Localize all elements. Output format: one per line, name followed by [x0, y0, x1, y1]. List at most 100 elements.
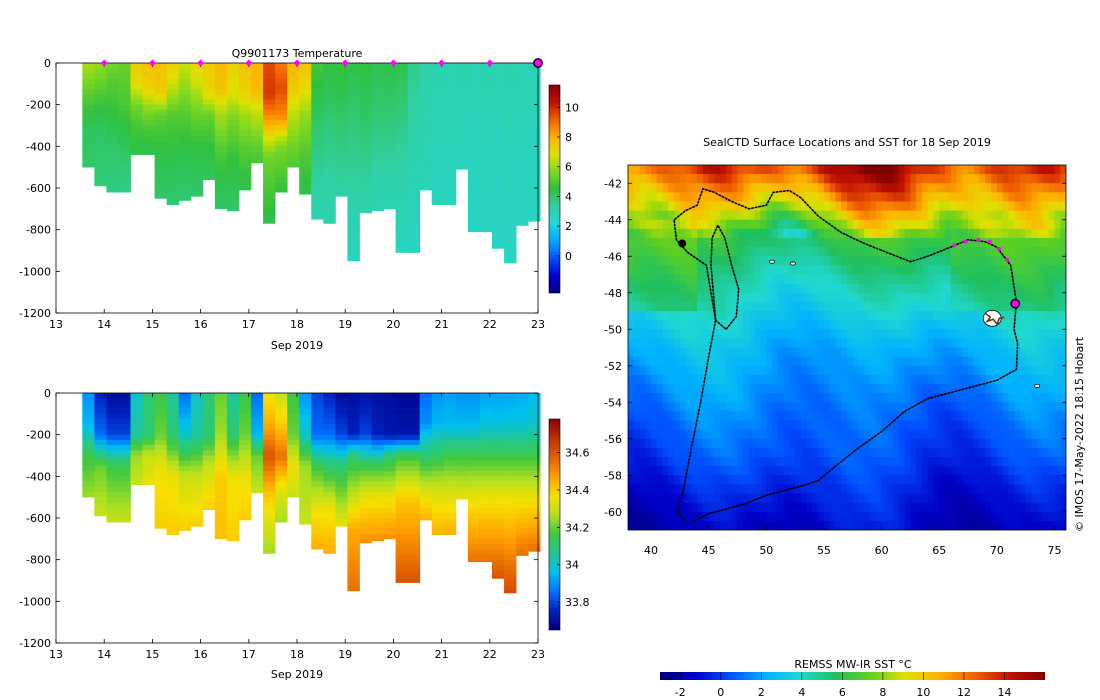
temperature-cell: [492, 89, 505, 95]
sst-cell: [702, 219, 710, 230]
sst-cell: [743, 274, 750, 285]
salinity-cell: [82, 413, 95, 420]
sst-cell: [1031, 228, 1038, 239]
sst-cell: [628, 429, 635, 440]
sst-cell: [1025, 292, 1032, 303]
sst-cell: [991, 374, 998, 385]
sst-cell: [708, 219, 715, 230]
sst-cell: [766, 466, 773, 476]
sst-cell: [1025, 374, 1032, 385]
salinity-profile: [178, 393, 192, 531]
sst-cell: [893, 219, 900, 230]
temperature-cell: [275, 167, 288, 173]
sst-cell: [720, 402, 727, 412]
sst-cell: [847, 320, 854, 330]
temperature-cell: [383, 78, 397, 85]
temperature-cell: [455, 161, 469, 168]
sst-cell: [944, 338, 952, 348]
sst-cell: [737, 274, 744, 285]
temperature-cell: [214, 146, 228, 152]
temperature-cell: [202, 125, 216, 132]
salinity-cell: [311, 481, 324, 488]
salinity-cell: [347, 424, 360, 430]
salinity-cell: [142, 408, 156, 415]
sst-cell: [656, 256, 663, 266]
sst-cell: [916, 429, 923, 440]
sst-cell: [806, 329, 813, 339]
sst-cell: [725, 274, 733, 285]
salinity-cell: [166, 533, 180, 535]
temperature-cell: [226, 73, 240, 79]
sst-cell: [835, 210, 842, 221]
sst-cell: [1037, 238, 1044, 248]
sst-cell: [691, 347, 698, 358]
salinity-cell: [431, 450, 445, 456]
temperature-cell: [251, 130, 264, 137]
sst-cell: [651, 311, 658, 321]
temperature-cell: [516, 208, 529, 215]
sst-cell: [766, 165, 773, 175]
temperature-cell: [371, 161, 384, 168]
sst-cell: [818, 447, 825, 458]
sst-cell: [674, 210, 681, 221]
sst-cell: [950, 475, 957, 485]
sst-cell: [662, 356, 669, 367]
temperature-cell: [214, 94, 228, 100]
sst-cell: [847, 301, 854, 312]
sst-cell: [870, 174, 877, 184]
sst-cell: [795, 192, 802, 202]
sst-cell: [651, 393, 658, 403]
temperature-cell: [251, 109, 264, 116]
sst-cell: [852, 265, 859, 275]
salinity-cell: [238, 398, 252, 404]
sst-cell: [973, 210, 980, 221]
temperature-cell: [178, 130, 192, 137]
salinity-cell: [455, 465, 469, 472]
temperature-cell: [371, 182, 384, 189]
sst-cell: [668, 247, 675, 257]
sst-cell: [628, 365, 635, 376]
temperature-cell: [299, 78, 312, 85]
temperature-cell: [479, 115, 493, 121]
sst-cell: [668, 402, 675, 412]
temperature-cell: [238, 130, 252, 137]
sst-cell: [910, 301, 917, 312]
sst-cell: [662, 311, 669, 321]
sst-cell: [916, 475, 923, 485]
sst-cell: [950, 374, 957, 385]
sst-cell: [829, 228, 836, 239]
temperature-cell: [190, 188, 204, 194]
salinity-cell: [371, 393, 384, 399]
sst-cell: [1008, 411, 1015, 421]
temperature-cell: [94, 146, 107, 152]
temperature-cell: [492, 161, 505, 168]
sst-cell: [1054, 247, 1061, 257]
temperature-cell: [263, 146, 276, 152]
sst-cell: [921, 165, 929, 175]
sst-cell: [1037, 338, 1044, 348]
sst-cell: [777, 247, 784, 257]
salinity-cell: [214, 533, 228, 540]
temperature-cell: [214, 193, 228, 199]
salinity-cell: [347, 575, 360, 581]
temperature-cell: [419, 89, 433, 95]
sst-cell: [789, 192, 796, 202]
sst-cell: [806, 210, 813, 221]
salinity-cell: [94, 398, 107, 404]
sst-cell: [847, 447, 854, 458]
sst-cell: [1054, 219, 1061, 230]
temperature-profile: [431, 63, 445, 205]
sst-cell: [927, 165, 934, 175]
sst-cell: [841, 183, 848, 193]
sst-cell: [887, 365, 894, 376]
temperature-cell: [407, 177, 421, 184]
temperature-cell: [455, 115, 469, 121]
temperature-cell: [467, 229, 481, 233]
temperature-cell: [479, 141, 493, 147]
sst-cell: [933, 192, 940, 202]
temperature-cell: [178, 78, 192, 85]
sst-cell: [720, 274, 727, 285]
sst-cell: [939, 347, 946, 358]
sst-cell: [910, 365, 917, 376]
sst-cell: [754, 256, 761, 266]
